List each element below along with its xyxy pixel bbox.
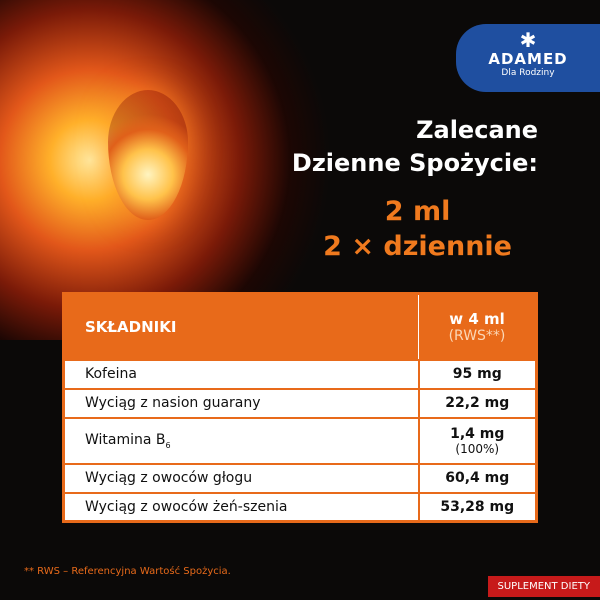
col-amount-label: w 4 ml [449,309,505,328]
ingredient-name: Kofeina [63,358,419,389]
oil-drop-image [108,90,188,220]
ingredient-name: Witamina B6 [63,416,419,464]
table-row: Wyciąg z owoców głogu 60,4 mg [63,462,537,493]
heading: Zalecane Dzienne Spożycie: [292,114,538,180]
asterisk-icon: ✱ [519,28,537,52]
adamed-logo: ✱ ADAMED Dla Rodziny [456,24,600,92]
heading-line1: Zalecane [416,116,538,144]
heading-line2: Dzienne Spożycie: [291,149,538,177]
ingredient-pct: (100%) [455,441,500,456]
table-header: SKŁADNIKI w 4 ml (RWS**) [63,293,537,360]
supplement-badge: SUPLEMENT DIETY [487,576,600,597]
ingredients-table: SKŁADNIKI w 4 ml (RWS**) Kofeina 95 mg Wyc… [62,292,538,523]
ingredient-value: 95 mg [417,358,537,389]
dose: 2 ml 2 × dziennie [323,194,512,264]
brand-name: ADAMED [488,50,568,68]
col-amount: w 4 ml (RWS**) [418,293,537,360]
table-row: Witamina B6 1,4 mg (100%) [63,416,537,464]
footnote: ** RWS – Referencyjna Wartość Spożycia. [24,566,231,577]
ingredient-name: Wyciąg z owoców głogu [63,462,419,493]
dose-line1: 2 ml [384,196,451,227]
table-row: Kofeina 95 mg [63,358,537,389]
col-ingredients: SKŁADNIKI [63,293,419,360]
dose-line2: 2 × dziennie [323,231,512,262]
ingredient-subscript: 6 [165,440,171,450]
ingredient-name-text: Witamina B [85,431,166,448]
table-row: Wyciąg z owoców żeń-szenia 53,28 mg [63,491,537,522]
ingredient-value: 60,4 mg [417,462,537,493]
brand-tagline: Dla Rodziny [501,68,555,78]
ingredient-name: Wyciąg z owoców żeń-szenia [63,491,419,522]
col-amount-sub: (RWS**) [448,327,506,344]
ingredient-name: Wyciąg z nasion guarany [63,387,419,418]
ingredient-value: 1,4 mg (100%) [417,416,537,464]
ingredient-value: 22,2 mg [417,387,537,418]
ingredient-value: 53,28 mg [417,491,537,522]
ingredient-value-text: 1,4 mg [450,425,505,442]
table-row: Wyciąg z nasion guarany 22,2 mg [63,387,537,418]
